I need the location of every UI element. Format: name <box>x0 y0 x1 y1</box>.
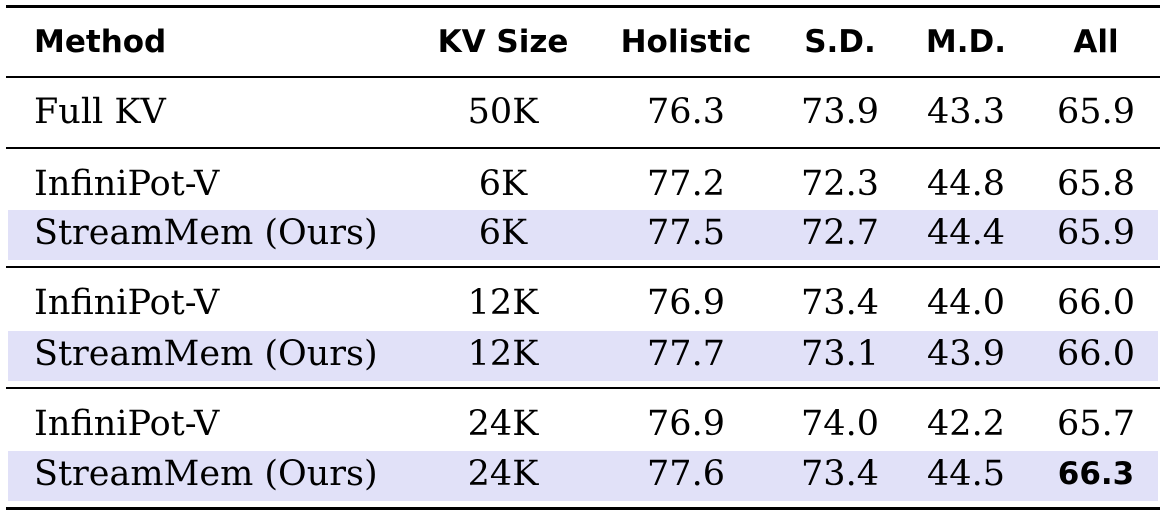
row-sd: 73.4 <box>801 283 879 323</box>
group-rule-2 <box>6 266 1160 268</box>
row-holistic: 76.9 <box>647 404 725 444</box>
row-all: 66.0 <box>1057 283 1135 323</box>
row-method-full-kv: Full KV <box>34 92 166 132</box>
row-all: 65.8 <box>1057 164 1135 204</box>
row-md: 44.5 <box>927 454 1005 494</box>
row-all-best: 66.3 <box>1057 456 1135 492</box>
row-sd: 73.1 <box>801 334 879 374</box>
row-all: 65.9 <box>1057 213 1135 253</box>
group-rule-3 <box>6 387 1160 389</box>
row-method-streammem-12k: StreamMem (Ours) <box>34 334 378 374</box>
row-method-streammem-6k: StreamMem (Ours) <box>34 213 378 253</box>
row-all: 65.9 <box>1057 92 1135 132</box>
header-all: All <box>1073 24 1119 60</box>
row-md: 44.0 <box>927 283 1005 323</box>
row-holistic: 77.5 <box>647 213 725 253</box>
row-holistic: 77.7 <box>647 334 725 374</box>
row-holistic: 76.3 <box>647 92 725 132</box>
row-method-infinipot-12k: InfiniPot-V <box>34 283 220 323</box>
highlight-row-24k <box>8 451 1158 501</box>
row-holistic: 76.9 <box>647 283 725 323</box>
row-all: 66.0 <box>1057 334 1135 374</box>
header-kv-size: KV Size <box>437 24 569 60</box>
row-all: 65.7 <box>1057 404 1135 444</box>
row-holistic: 77.2 <box>647 164 725 204</box>
row-sd: 73.9 <box>801 92 879 132</box>
row-md: 44.4 <box>927 213 1005 253</box>
row-kv: 24K <box>467 454 539 494</box>
row-kv: 6K <box>478 213 528 253</box>
row-kv: 24K <box>467 404 539 444</box>
highlight-row-6k <box>8 210 1158 260</box>
row-md: 43.9 <box>927 334 1005 374</box>
header-holistic: Holistic <box>620 24 752 60</box>
row-sd: 72.7 <box>801 213 879 253</box>
header-rule <box>6 76 1160 78</box>
row-md: 44.8 <box>927 164 1005 204</box>
group-rule-1 <box>6 147 1160 149</box>
header-sd: S.D. <box>804 24 876 60</box>
row-kv: 6K <box>478 164 528 204</box>
top-rule <box>6 5 1160 8</box>
header-md: M.D. <box>925 24 1007 60</box>
row-holistic: 77.6 <box>647 454 725 494</box>
row-sd: 73.4 <box>801 454 879 494</box>
row-sd: 72.3 <box>801 164 879 204</box>
bottom-rule <box>6 507 1160 510</box>
row-md: 42.2 <box>927 404 1005 444</box>
highlight-row-12k <box>8 331 1158 381</box>
row-method-infinipot-6k: InfiniPot-V <box>34 164 220 204</box>
row-method-streammem-24k: StreamMem (Ours) <box>34 454 378 494</box>
row-kv: 50K <box>467 92 539 132</box>
row-kv: 12K <box>467 334 539 374</box>
row-kv: 12K <box>467 283 539 323</box>
row-method-infinipot-24k: InfiniPot-V <box>34 404 220 444</box>
row-sd: 74.0 <box>801 404 879 444</box>
header-method: Method <box>34 24 167 60</box>
row-md: 43.3 <box>927 92 1005 132</box>
